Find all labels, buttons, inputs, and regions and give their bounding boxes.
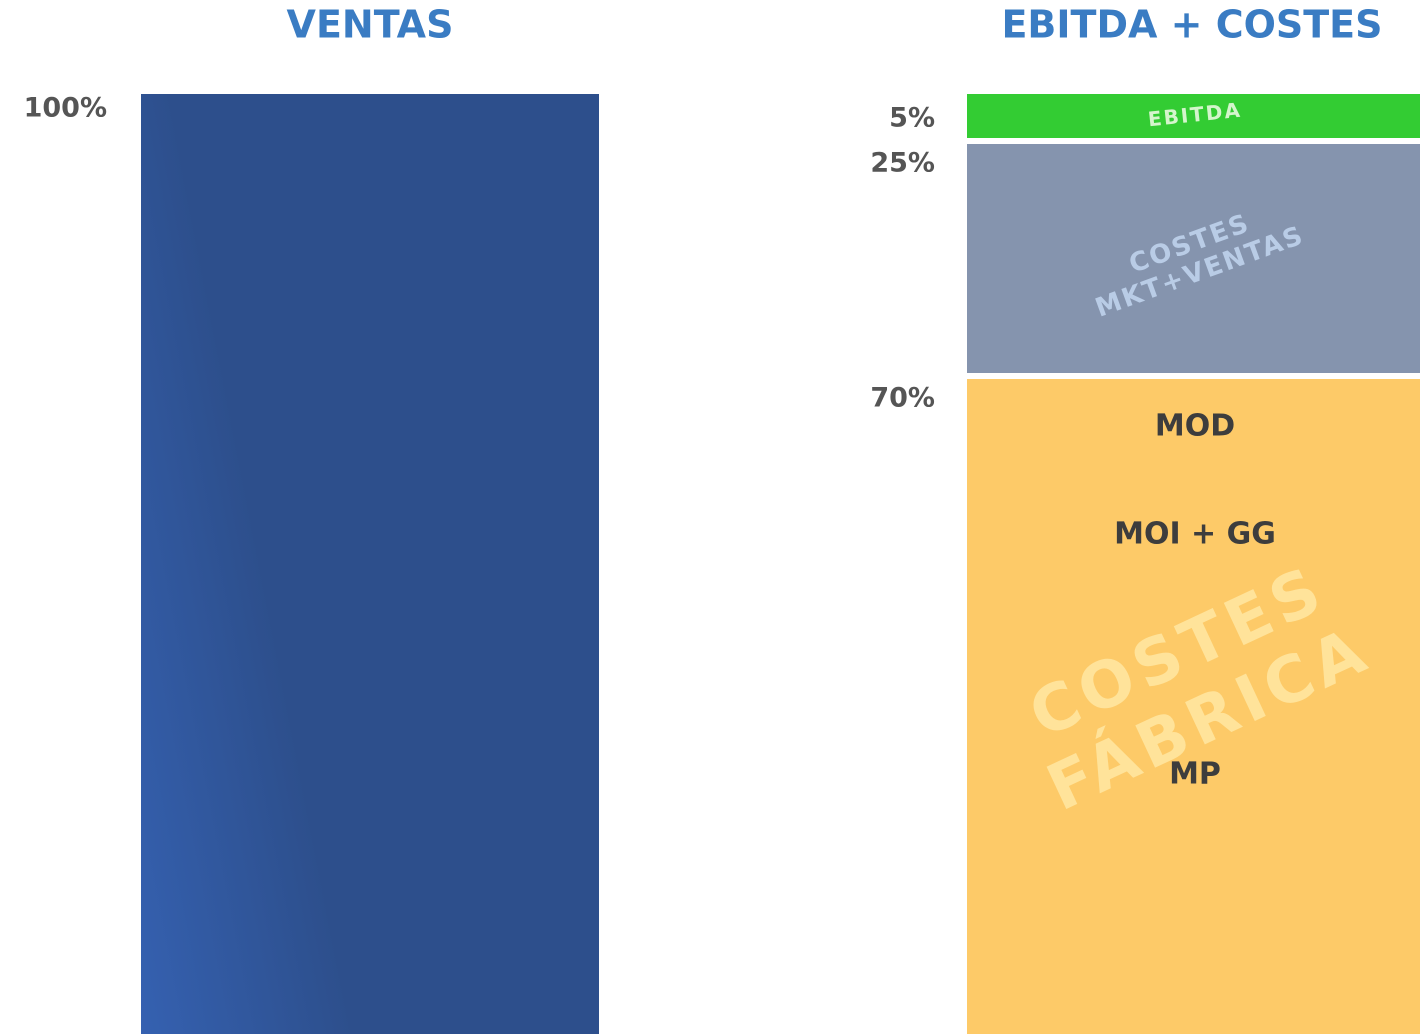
chart-title: VENTAS [287, 3, 454, 47]
bar-segment [967, 94, 1420, 138]
component-label: MP [1169, 757, 1221, 792]
chart-title: EBITDA + COSTES [1001, 3, 1382, 47]
value-label: 70% [870, 383, 935, 414]
value-label: 100% [24, 93, 107, 124]
bar [141, 94, 599, 1034]
value-label: 25% [870, 148, 935, 179]
bar-segment [967, 379, 1420, 1034]
component-label: MOI + GG [1114, 517, 1276, 552]
bar-segment [967, 144, 1420, 373]
component-label: MOD [1155, 409, 1235, 444]
value-label: 5% [889, 103, 935, 134]
